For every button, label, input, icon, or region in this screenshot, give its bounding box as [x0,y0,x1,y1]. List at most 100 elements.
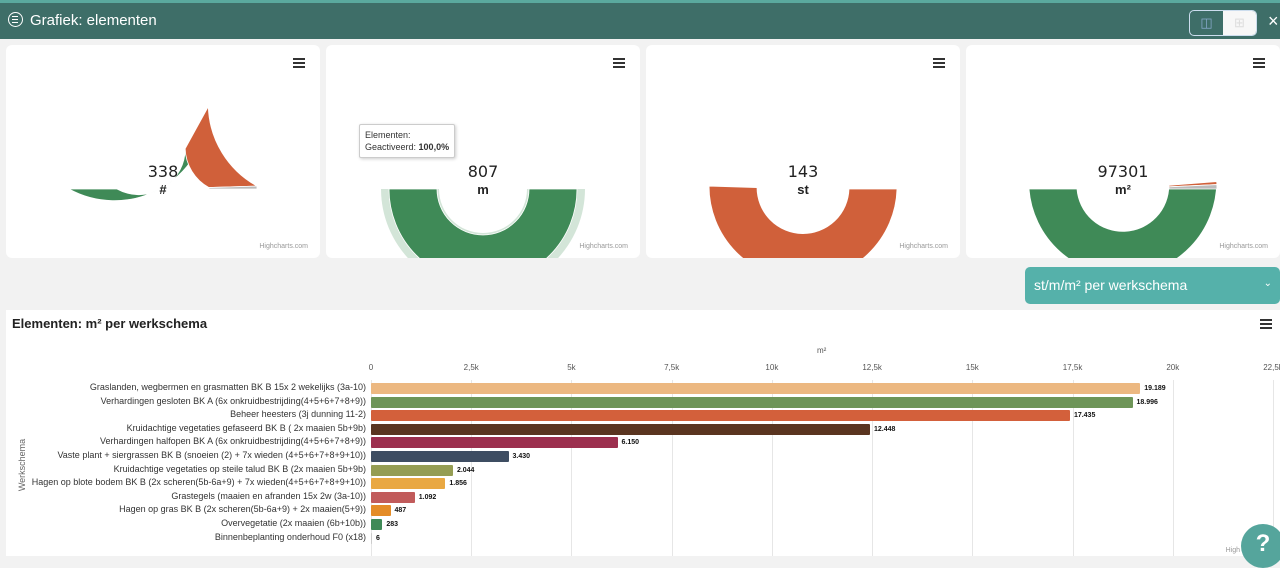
data-label: 6 [376,534,380,542]
bar[interactable] [371,410,1070,422]
category-label: Vaste plant + siergrassen BK B (snoeien … [57,450,366,460]
layout-split-icon[interactable]: ◫ [1200,15,1213,30]
data-label: 12.448 [874,425,896,433]
grid-line [872,380,874,556]
gauge-segment[interactable] [708,185,898,258]
credit: High [1225,547,1240,554]
x-tick-label: 22,5k [1263,363,1280,372]
gauge-value: 97301 [1097,162,1149,181]
bar[interactable] [371,423,871,435]
tooltip-value: 100,0% [418,142,450,152]
grid-line [972,380,974,556]
bar[interactable] [371,396,1133,408]
gauge-card: 97301 m² Highcharts.com [966,45,1280,258]
help-button[interactable]: ? [1241,524,1280,568]
gauge-segment[interactable] [1168,184,1218,190]
layout-toggle[interactable]: ◫ ⊞ [1189,10,1257,36]
gauge-card: 143 st Highcharts.com [646,45,960,258]
category-label: Beheer heesters (3j dunning 11-2) [230,409,366,420]
data-label: 17.435 [1073,412,1096,420]
category-label: Graslanden, wegbermen en grasmatten BK B… [89,382,366,392]
data-label: 1.856 [449,480,467,488]
category-label: Kruidachtige vegetaties op steile talud … [113,463,366,474]
grid-line [1072,380,1074,556]
gauge-unit: # [159,182,167,197]
gauge-card: 338 # Highcharts.com [6,45,320,258]
page-title: Grafiek: elementen [30,12,157,29]
gauge-segment[interactable] [1028,181,1218,258]
bar[interactable] [371,532,372,544]
tooltip-title: Elementen: [365,130,411,140]
category-label: Kruidachtige vegetaties gefaseerd BK B (… [126,422,366,433]
gauge-unit: m² [1115,182,1131,197]
data-label: 2.044 [456,466,475,474]
chart-menu-icon[interactable] [1253,58,1265,70]
y-axis-title: Werkschema [17,438,28,492]
chevron-down-icon: ⌄ [1263,278,1272,289]
credit: Highcharts.com [1219,243,1268,250]
category-label: Grastegels (maaien en afranden 15x 2w (3… [171,490,366,501]
grid-line [771,380,773,556]
bar-chart-card: Elementen: m² per werkschema m² Werksche… [6,310,1280,556]
credit: Highcharts.com [899,243,948,250]
x-tick-label: 10k [765,363,779,372]
gauge-chart [68,105,259,202]
credit: Highcharts.com [579,243,628,250]
tooltip-label: Geactiveerd: [365,142,417,152]
chart-menu-icon[interactable] [293,58,305,70]
category-label: Hagen op gras BK B (2x scheren(5b-6a+9) … [119,504,366,515]
gauge-segment[interactable] [208,185,258,190]
select-value: st/m/m² per werkschema [1034,277,1188,293]
gauge-chart [708,185,898,258]
grid-line [571,380,573,556]
grid-line [671,380,673,556]
data-label: 3.430 [512,453,531,460]
gauge-value: 338 [147,162,179,181]
chart-menu-icon[interactable] [933,58,945,70]
category-label: Overvegetatie (2x maaien (6b+10b)) [221,518,366,528]
chart-type-select[interactable]: st/m/m² per werkschema ⌄ [1025,267,1280,304]
data-label: 19.189 [1144,385,1166,392]
bar[interactable] [371,478,446,490]
gauge-chart [381,188,585,258]
close-icon[interactable]: × [1268,11,1279,31]
gauge-unit: m [477,182,489,197]
bar[interactable] [371,437,618,449]
grid-line [1273,380,1274,556]
gauge-chart [1028,181,1218,258]
bar[interactable] [371,505,391,517]
bar[interactable] [371,464,453,476]
bar[interactable] [371,491,415,503]
x-tick-label: 0 [368,363,374,372]
data-label: 18.996 [1136,398,1158,406]
gauge-value: 143 [787,162,819,181]
bar[interactable] [371,519,383,530]
gauge-segment[interactable] [388,188,578,258]
x-tick-label: 2,5k [463,363,479,372]
category-label: Hagen op blote bodem BK B (2x scheren(5b… [31,477,366,488]
tooltip: Elementen: Geactiveerd: 100,0% [359,124,456,158]
menu-icon[interactable] [8,12,23,27]
x-tick-label: 20k [1166,363,1180,372]
credit: Highcharts.com [259,243,308,250]
gauge-unit: st [797,182,809,197]
gauge-value: 807 [467,162,499,181]
data-label: 283 [386,521,399,528]
layout-grid-icon[interactable]: ⊞ [1223,11,1256,35]
grid-line [471,380,473,556]
category-label: Verhardingen gesloten BK A (6x onkruidbe… [100,395,366,406]
category-label: Binnenbeplanting onderhoud F0 (x18) [214,531,366,542]
data-label: 1.092 [418,493,437,501]
chart-menu-icon[interactable] [613,58,625,70]
data-label: 6.150 [621,439,640,447]
x-tick-label: 12,5k [862,363,882,372]
bar[interactable] [371,451,509,462]
category-label: Verhardingen halfopen BK A (6x onkruidbe… [100,436,366,447]
data-label: 487 [394,507,407,515]
chart-title: Elementen: m² per werkschema [12,316,208,331]
x-tick-label: 7,5k [664,363,680,372]
top-bar: Grafiek: elementen ◫ ⊞ × [0,0,1280,39]
grid-line [1172,380,1174,556]
chart-menu-icon[interactable] [1260,319,1272,331]
bar[interactable] [371,383,1141,394]
